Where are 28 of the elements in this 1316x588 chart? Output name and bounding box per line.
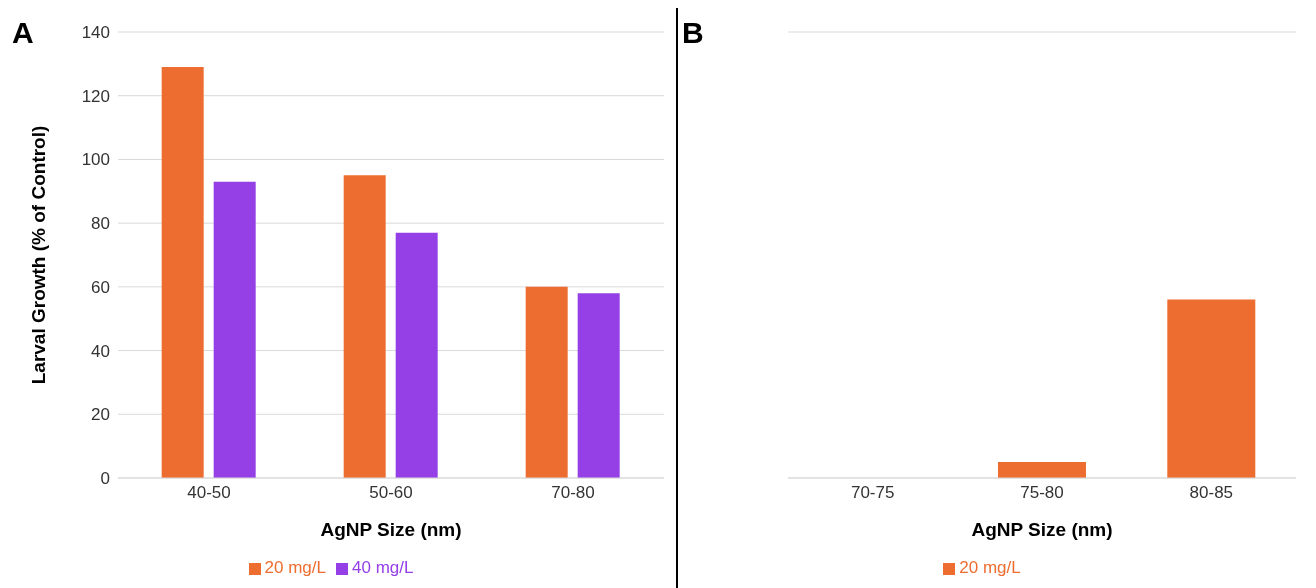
x-tick-label: 40-50 [187, 483, 231, 503]
y-axis-title: Larval Growth (% of Control) [27, 125, 49, 385]
x-axis-title: AgNP Size (nm) [320, 519, 462, 540]
bar [525, 286, 568, 478]
bar [577, 293, 620, 478]
y-tick-label: 40 [91, 341, 110, 361]
x-tick-label: 80-85 [1189, 483, 1234, 503]
y-tick-label: 140 [81, 23, 110, 43]
chart-title: A [12, 16, 34, 50]
x-tick-label: 75-80 [1020, 483, 1064, 503]
x-tick-label: 50-60 [369, 483, 413, 503]
y-tick-label: 100 [81, 150, 110, 170]
legend-label: 40 mg/L [352, 558, 414, 577]
x-tick-label: 70-75 [850, 483, 895, 503]
y-tick-label: 80 [91, 214, 110, 234]
x-tick-label: 70-80 [551, 483, 595, 503]
chart-title: B [682, 16, 704, 50]
bar [395, 232, 438, 478]
y-tick-label: 20 [91, 405, 110, 425]
bar [161, 67, 204, 478]
y-tick-label: 120 [81, 86, 110, 106]
y-tick-label: 0 [100, 469, 110, 489]
y-tick-label: 60 [91, 277, 110, 297]
bar [213, 181, 256, 478]
legend-label: 20 mg/L [959, 558, 1021, 577]
bar [343, 175, 386, 478]
x-axis-title: AgNP Size (nm) [971, 519, 1113, 540]
legend-label: 20 mg/L [264, 558, 326, 577]
